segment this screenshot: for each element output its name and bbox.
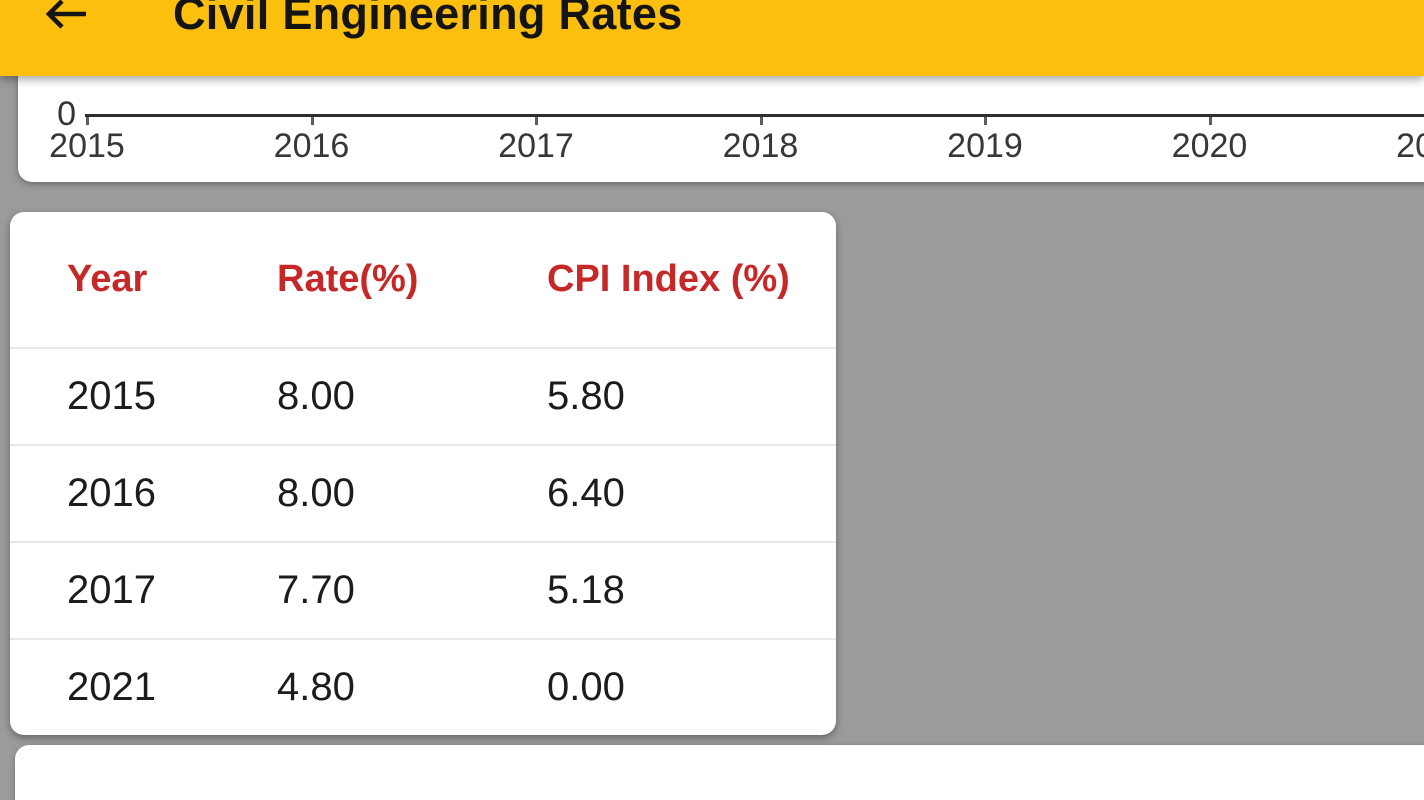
table-cell-year: 2016 bbox=[67, 471, 156, 515]
page-title: Civil Engineering Rates bbox=[173, 0, 683, 39]
x-axis-label: 2015 bbox=[49, 127, 125, 165]
y-axis-zero-label: 0 bbox=[57, 95, 76, 133]
x-axis-label: 2020 bbox=[1171, 127, 1248, 165]
table-header-rate: Rate(%) bbox=[277, 258, 419, 300]
x-axis-label: 2021 bbox=[1396, 127, 1424, 165]
table-cell-cpi: 6.40 bbox=[547, 471, 625, 515]
table-cell-cpi: 5.80 bbox=[547, 374, 625, 418]
table-row: 2021 4.80 0.00 bbox=[10, 638, 836, 735]
x-axis-label: 2019 bbox=[947, 127, 1023, 165]
table-cell-cpi: 5.18 bbox=[547, 568, 625, 612]
x-axis-label: 2017 bbox=[498, 127, 574, 165]
tick-mark bbox=[759, 117, 763, 125]
tick-mark bbox=[86, 117, 89, 125]
table-header-cpi: CPI Index (%) bbox=[547, 258, 790, 300]
tick-mark bbox=[984, 117, 987, 125]
x-axis-label: 2018 bbox=[722, 127, 799, 165]
rates-table-card: Year Rate(%) CPI Index (%) 2015 8.00 5.8… bbox=[10, 212, 836, 735]
table-cell-cpi: 0.00 bbox=[547, 665, 625, 709]
tick-mark bbox=[535, 117, 538, 125]
arrow-left-icon bbox=[42, 0, 88, 34]
table-cell-rate: 7.70 bbox=[277, 568, 355, 612]
table-cell-year: 2017 bbox=[67, 568, 156, 612]
table-cell-year: 2015 bbox=[67, 374, 156, 418]
table-row: 2016 8.00 6.40 bbox=[10, 444, 836, 541]
table-header-year: Year bbox=[67, 258, 148, 300]
table-cell-year: 2021 bbox=[67, 665, 156, 709]
back-button[interactable] bbox=[42, 0, 88, 31]
table-header-row: Year Rate(%) CPI Index (%) bbox=[10, 212, 836, 347]
table-row: 2017 7.70 5.18 bbox=[10, 541, 836, 638]
x-axis-label: 2016 bbox=[273, 127, 350, 165]
bottom-card bbox=[15, 745, 1424, 800]
x-axis-line bbox=[85, 114, 1424, 117]
app-bar: Civil Engineering Rates bbox=[0, 0, 1424, 76]
table-cell-rate: 4.80 bbox=[277, 665, 355, 709]
tick-mark bbox=[310, 117, 314, 125]
tick-mark bbox=[1208, 117, 1212, 125]
table-cell-rate: 8.00 bbox=[277, 374, 355, 418]
table-cell-rate: 8.00 bbox=[277, 471, 355, 515]
table-row: 2015 8.00 5.80 bbox=[10, 347, 836, 444]
